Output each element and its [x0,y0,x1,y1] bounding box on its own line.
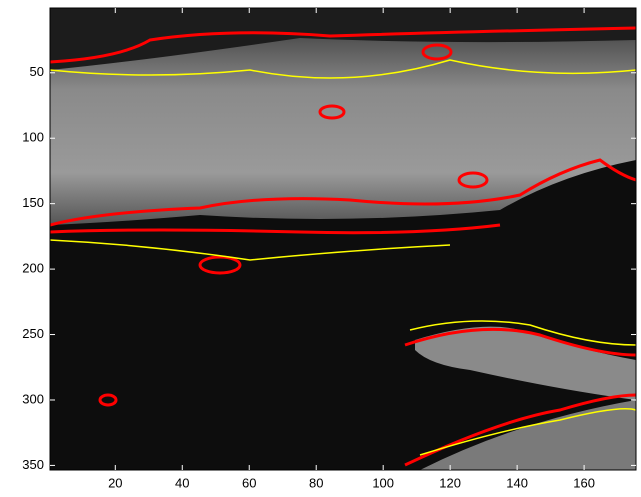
x-tick-label: 120 [439,475,461,490]
y-tick-label: 100 [22,130,44,145]
y-tick-label: 200 [22,261,44,276]
x-tick-label: 80 [309,475,323,490]
x-tick-label: 140 [506,475,528,490]
x-tick-label: 160 [573,475,595,490]
image [50,8,636,470]
x-tick-label: 20 [108,475,122,490]
x-tick-label: 100 [372,475,394,490]
y-tick-label: 150 [22,195,44,210]
chart: 20 40 60 80 100 120 140 160 50 100 150 200 250 300 350 [0,0,641,497]
x-tick-label: 60 [242,475,256,490]
y-tick-label: 350 [22,457,44,472]
y-tick-label: 50 [30,64,44,79]
y-tick-label: 300 [22,391,44,406]
x-tick-label: 40 [175,475,189,490]
y-tick-label: 250 [22,326,44,341]
